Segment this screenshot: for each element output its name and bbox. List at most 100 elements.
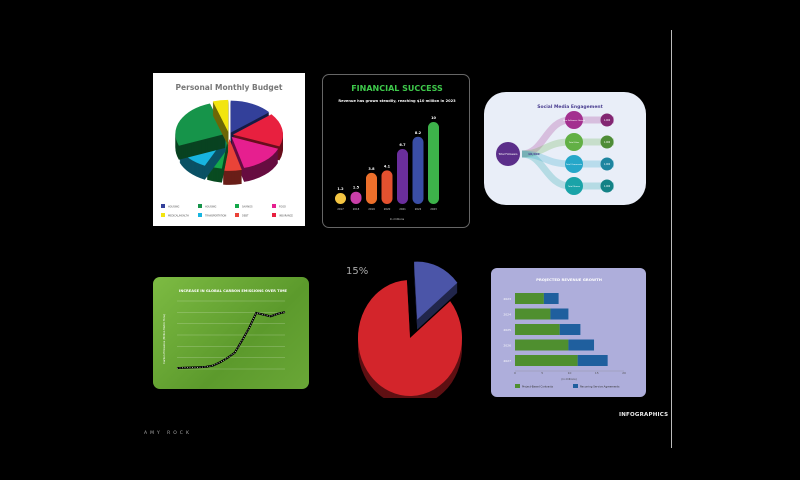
social-infographic[interactable]: Social Media Engagement Total Followers 1… xyxy=(484,92,646,205)
legend-swatch xyxy=(235,213,239,217)
legend-label: FOOD xyxy=(279,206,286,209)
branch-label: Total Likes xyxy=(569,141,579,144)
root-node xyxy=(496,142,520,166)
bar-segment xyxy=(559,324,581,335)
y-tick-label: 2026 xyxy=(503,344,511,348)
x-tick-label: 2018 xyxy=(353,207,360,211)
carbon-ylabel: Carbon Emissions (Million Metric Tons) xyxy=(162,314,166,364)
revenue-xlabel: (in millions) xyxy=(561,377,576,381)
y-tick-label: 2024 xyxy=(503,313,511,317)
financial-bar-chart: FINANCIAL SUCCESS Revenue has grown stea… xyxy=(335,84,456,221)
budget-infographic[interactable]: Personal Monthly Budget HOUSING HOUSING SA… xyxy=(153,73,305,226)
bar-value-label: 1.5 xyxy=(353,186,360,190)
author-name: AMY ROCK xyxy=(144,431,192,436)
branch-node xyxy=(565,177,583,195)
budget-slice xyxy=(232,114,283,147)
budget-slice xyxy=(230,100,270,133)
x-tick-label: 5 xyxy=(541,371,543,375)
value-node xyxy=(600,157,614,171)
legend-label: DEBT xyxy=(242,215,249,218)
section-label: INFOGRAPHICS xyxy=(619,412,669,418)
legend-label: MEDICAL/HEALTH xyxy=(168,215,189,218)
legend-swatch xyxy=(161,204,165,208)
root-value: 10,000 xyxy=(528,152,540,156)
x-tick-label: 2020 xyxy=(384,207,391,211)
branch-value: 1,000 xyxy=(604,185,611,188)
legend-swatch xyxy=(515,384,520,388)
value-node xyxy=(600,135,614,149)
bar xyxy=(366,172,377,204)
revenue-bar-chart: PROJECTED REVENUE GROWTH 202320242025202… xyxy=(503,277,626,389)
budget-pie-chart: Personal Monthly Budget HOUSING HOUSING SA… xyxy=(161,83,293,218)
financial-xlabel: In millions xyxy=(390,217,405,221)
pie2-slice xyxy=(358,280,462,396)
revenue-title: PROJECTED REVENUE GROWTH xyxy=(536,277,602,282)
bar-segment xyxy=(515,308,551,320)
legend-label: HOUSING xyxy=(205,206,216,209)
root-label: Total Followers xyxy=(498,152,518,156)
value-node xyxy=(600,179,614,193)
carbon-title: INCREASE IN GLOBAL CARBON EMISSIONS OVER… xyxy=(179,289,288,293)
bar-segment xyxy=(550,308,569,320)
branch-value: 1,000 xyxy=(604,141,611,144)
x-tick-label: 10 xyxy=(568,371,572,375)
bar-segment xyxy=(577,355,608,366)
x-tick-label: 2022 xyxy=(415,207,422,211)
bar-value-label: 10 xyxy=(431,116,436,120)
legend-label: Recurring Service Agreements xyxy=(580,385,620,389)
budget-slice xyxy=(231,136,279,168)
x-tick-label: 2017 xyxy=(337,207,344,211)
bar xyxy=(397,149,408,204)
financial-subtitle: Revenue has grown steadily, reaching $10… xyxy=(338,99,456,103)
bar-segment xyxy=(515,355,578,366)
legend-swatch xyxy=(235,204,239,208)
bar-segment xyxy=(515,293,544,304)
pie2-slice xyxy=(414,261,458,320)
legend-label: SAVINGS xyxy=(242,206,253,209)
carbon-line-chart: INCREASE IN GLOBAL CARBON EMISSIONS OVER… xyxy=(162,289,288,370)
branch-node xyxy=(565,111,583,129)
value-node xyxy=(600,113,614,127)
share-pie-chart[interactable]: 15% xyxy=(330,258,470,398)
bar-value-label: 3.8 xyxy=(368,167,375,171)
branch-label: Total Comments xyxy=(566,163,582,166)
bar-segment xyxy=(568,339,595,351)
emissions-line xyxy=(176,311,286,370)
legend-swatch xyxy=(272,204,276,208)
legend-swatch xyxy=(161,213,165,217)
emissions-line-dash xyxy=(176,311,286,369)
financial-infographic[interactable]: FINANCIAL SUCCESS Revenue has grown stea… xyxy=(322,74,470,228)
carbon-infographic[interactable]: INCREASE IN GLOBAL CARBON EMISSIONS OVER… xyxy=(153,277,309,389)
y-tick-label: 2025 xyxy=(503,328,511,332)
legend-swatch xyxy=(573,384,578,388)
social-diagram: Social Media Engagement Total Followers 1… xyxy=(496,104,614,195)
legend-swatch xyxy=(272,213,276,217)
bar-segment xyxy=(515,324,560,335)
budget-slice xyxy=(175,103,226,146)
x-tick-label: 2023 xyxy=(430,207,437,211)
branch-label: Total Shares xyxy=(568,185,580,188)
revenue-infographic[interactable]: PROJECTED REVENUE GROWTH 2023 2024 2025 202… xyxy=(491,268,646,397)
legend-swatch xyxy=(198,213,202,217)
social-title: Social Media Engagement xyxy=(537,104,603,110)
bar-value-label: 4.1 xyxy=(384,164,391,168)
bar-value-label: 1.2 xyxy=(337,187,344,191)
financial-title: FINANCIAL SUCCESS xyxy=(351,84,443,93)
x-tick-label: 20 xyxy=(622,371,626,375)
branch-node xyxy=(565,155,583,173)
x-tick-label: 15 xyxy=(595,371,599,375)
bar-value-label: 6.7 xyxy=(399,143,406,147)
x-tick-label: 0 xyxy=(514,371,516,375)
legend-label: INSURANCE xyxy=(279,215,293,218)
y-tick-label: 2027 xyxy=(503,359,511,363)
legend-label: TRANSPORTATION xyxy=(205,215,227,218)
branch-label: New Followers Gained xyxy=(563,119,586,122)
legend-label: Project-Based Contracts xyxy=(522,385,554,389)
bar xyxy=(428,122,439,204)
branch-value: 1,000 xyxy=(604,163,611,166)
bar-segment xyxy=(543,293,559,304)
x-tick-label: 2021 xyxy=(399,207,406,211)
budget-slice xyxy=(223,138,242,171)
x-tick-label: 2019 xyxy=(368,207,375,211)
branch-value: 1,000 xyxy=(604,119,611,122)
